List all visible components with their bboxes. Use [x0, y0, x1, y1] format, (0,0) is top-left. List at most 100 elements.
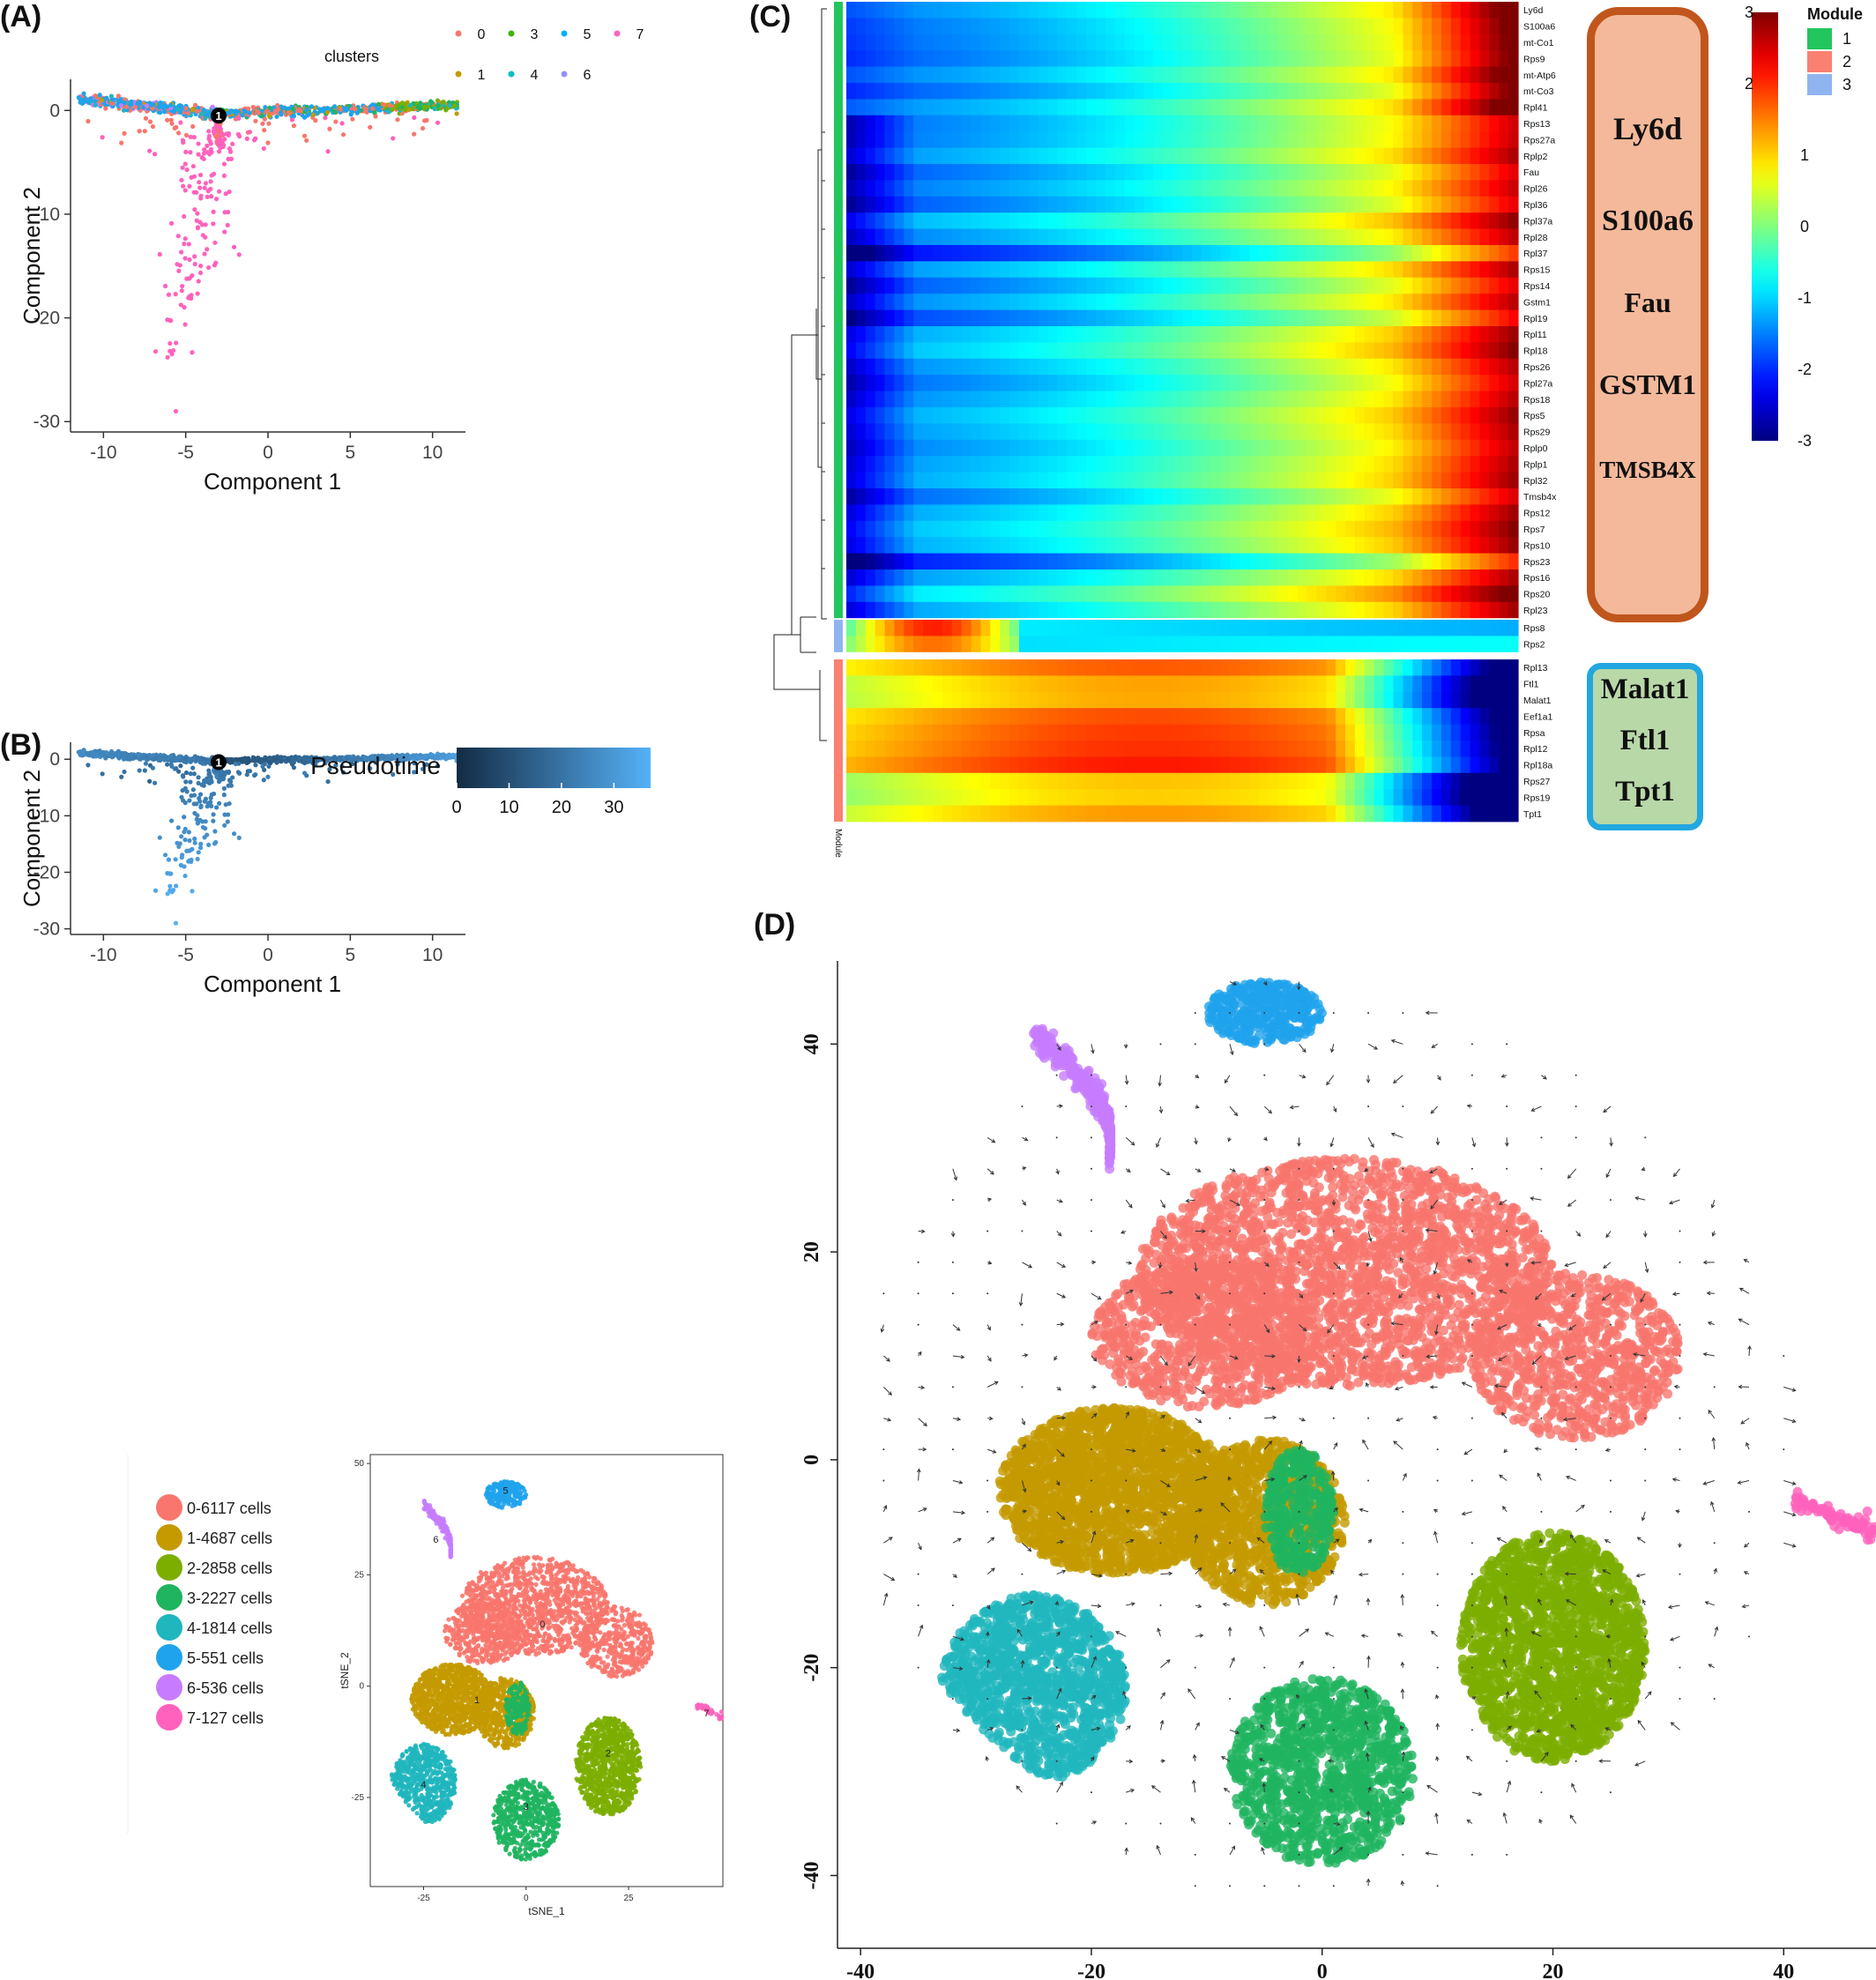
cell-point: [202, 835, 207, 840]
cell-point: [223, 191, 228, 197]
cell-point: [362, 756, 368, 761]
inset-cell-point: [469, 1597, 474, 1603]
cell-point: [236, 252, 242, 257]
cell-point: [123, 755, 130, 760]
legend-label-cluster-2: 2-2858 cells: [187, 1559, 272, 1577]
inset-cell-point: [502, 1656, 508, 1662]
inset-cell-point: [597, 1664, 602, 1670]
inset-cell-point: [485, 1634, 491, 1641]
inset-cell-point: [605, 1619, 611, 1624]
x-tick-label: -5: [177, 443, 194, 463]
cell-point: [226, 812, 231, 817]
cell-point: [183, 779, 189, 785]
cell-point: [188, 150, 193, 155]
cell-point: [165, 755, 170, 760]
cell-point: [327, 767, 332, 772]
x-axis-title: Component 1: [204, 971, 341, 997]
inset-cell-point: [524, 1641, 529, 1647]
inset-cell-point: [591, 1643, 596, 1649]
cell-point: [339, 763, 345, 769]
cell-point: [368, 124, 373, 130]
inset-cell-point: [568, 1615, 574, 1621]
inset-cell-point: [589, 1597, 595, 1604]
cell-point: [234, 111, 239, 116]
y-tick-label: -10: [34, 205, 60, 225]
inset-cell-point: [591, 1594, 596, 1599]
inset-cell-point: [565, 1598, 570, 1604]
cell-point: [198, 111, 205, 116]
inset-cell-point: [475, 1593, 480, 1598]
cell-point: [206, 136, 212, 141]
cell-point: [110, 100, 115, 106]
inset-cell-point: [531, 1637, 537, 1642]
cell-point: [140, 755, 146, 760]
inset-cell-point: [585, 1624, 592, 1629]
cell-point: [395, 117, 400, 123]
cell-point: [286, 757, 291, 763]
inset-cell-point: [576, 1602, 582, 1607]
inset-cell-point: [521, 1639, 526, 1644]
legend-key-cluster-6: [156, 1674, 182, 1701]
cell-point: [140, 105, 146, 110]
cell-point: [222, 229, 227, 234]
cell-point: [157, 251, 162, 257]
inset-cell-point: [644, 1626, 649, 1632]
cell-point: [203, 759, 208, 764]
cell-point: [133, 105, 138, 110]
cell-point: [174, 766, 179, 771]
cell-point: [313, 762, 318, 768]
cell-point: [190, 350, 195, 355]
inset-cell-point: [472, 1635, 477, 1641]
cell-point: [85, 751, 91, 756]
inset-cell-point: [609, 1667, 614, 1672]
inset-cell-point: [480, 1618, 486, 1623]
cell-point: [261, 145, 266, 152]
x-tick-label: -5: [177, 945, 194, 965]
cell-point: [77, 95, 82, 100]
cell-point: [110, 97, 115, 102]
cell-point: [196, 780, 201, 785]
inset-cell-point: [479, 1627, 484, 1634]
inset-cell-point: [489, 1655, 495, 1660]
cell-point: [353, 107, 358, 112]
inset-cell-point: [465, 1634, 470, 1640]
inset-cell-point: [478, 1569, 484, 1575]
inset-cell-point: [523, 1597, 528, 1603]
cell-point: [189, 295, 194, 301]
inset-cell-point: [471, 1603, 476, 1609]
inset-cell-point: [546, 1626, 551, 1631]
cell-point: [206, 264, 212, 271]
inset-cell-point: [573, 1599, 578, 1604]
inset-cell-point: [581, 1582, 586, 1588]
cell-point: [222, 812, 227, 817]
inset-cell-point: [585, 1601, 591, 1606]
cell-point: [192, 836, 197, 842]
inset-cell-point: [559, 1648, 564, 1653]
cell-point: [184, 167, 190, 173]
inset-cell-point: [582, 1591, 587, 1597]
inset-cell-point: [532, 1554, 537, 1560]
cell-point: [203, 112, 208, 117]
legend-key-cluster-1: [156, 1524, 182, 1551]
inset-cell-point: [619, 1605, 624, 1611]
cell-point: [212, 130, 218, 135]
cell-point: [118, 103, 124, 108]
inset-cell-point: [577, 1641, 583, 1648]
cell-point: [152, 780, 158, 785]
cell-point: [259, 113, 264, 118]
inset-cell-point: [640, 1664, 645, 1669]
cell-point: [181, 183, 186, 189]
cell-point: [260, 763, 265, 770]
inset-cell-point: [531, 1562, 537, 1567]
inset-cell-point: [461, 1604, 466, 1611]
cell-point: [244, 772, 249, 778]
inset-cell-point: [472, 1649, 477, 1654]
inset-cell-point: [525, 1555, 530, 1560]
cell-point: [212, 829, 218, 834]
cell-point: [452, 103, 458, 108]
panel-label-c: (C): [749, 0, 791, 34]
cell-point: [156, 105, 161, 110]
inset-cell-point: [547, 1620, 553, 1626]
cell-point: [402, 107, 407, 113]
cell-point: [150, 123, 155, 130]
